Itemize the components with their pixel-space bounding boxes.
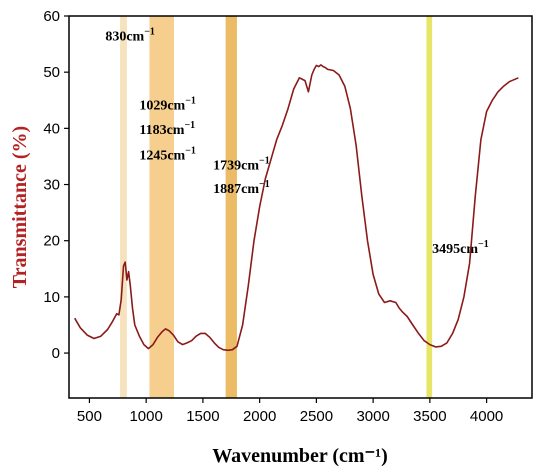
band-label-base-0: 830cm bbox=[105, 30, 144, 45]
x-tick-label-0: 500 bbox=[77, 408, 102, 425]
band-label-0: 830cm−1 bbox=[105, 27, 155, 45]
x-tick-label-5: 3000 bbox=[356, 408, 389, 425]
band-label-5: 1887cm−1 bbox=[213, 179, 270, 197]
band-label-4: 1739cm−1 bbox=[213, 155, 270, 173]
x-tick-label-7: 4000 bbox=[470, 408, 503, 425]
band-label-sup-1: −1 bbox=[185, 95, 196, 106]
band-label-base-1: 1029cm bbox=[139, 98, 185, 113]
band-label-2: 1183cm−1 bbox=[139, 120, 195, 138]
y-tick-label-2: 20 bbox=[43, 233, 60, 250]
y-tick-label-6: 60 bbox=[43, 8, 60, 25]
transmittance-line bbox=[74, 64, 519, 352]
band-0 bbox=[120, 16, 127, 398]
band-label-sup-0: −1 bbox=[144, 27, 155, 38]
band-label-6: 3495cm−1 bbox=[432, 239, 489, 257]
axis-ticks: 500 1000 1500 2000 2500 3000 3500 4000 0 10 20 30 40… bbox=[43, 8, 503, 425]
y-tick-label-4: 40 bbox=[43, 120, 60, 137]
x-tick-label-1: 1000 bbox=[129, 408, 162, 425]
band-label-sup-4: −1 bbox=[259, 155, 270, 166]
y-axis-title: Transmittance (%) bbox=[9, 126, 31, 288]
band-label-sup-2: −1 bbox=[184, 120, 195, 131]
band-annotations: 830cm−11029cm−11183cm−11245cm−11739cm−11… bbox=[105, 27, 488, 257]
y-tick-label-1: 10 bbox=[43, 289, 60, 306]
band-label-3: 1245cm−1 bbox=[139, 145, 196, 163]
band-label-base-4: 1739cm bbox=[213, 158, 259, 173]
x-tick-label-2: 1500 bbox=[186, 408, 219, 425]
x-axis-title: Wavenumber (cm⁻¹) bbox=[212, 445, 388, 467]
x-tick-label-3: 2000 bbox=[243, 408, 276, 425]
y-tick-label-5: 50 bbox=[43, 64, 60, 81]
band-label-sup-3: −1 bbox=[185, 145, 196, 156]
band-1 bbox=[149, 16, 174, 398]
band-2 bbox=[225, 16, 237, 398]
x-tick-label-4: 2500 bbox=[300, 408, 333, 425]
band-label-sup-6: −1 bbox=[478, 239, 489, 250]
band-label-base-5: 1887cm bbox=[213, 182, 259, 197]
band-label-base-6: 3495cm bbox=[432, 242, 478, 257]
plot-frame bbox=[68, 15, 533, 399]
band-label-1: 1029cm−1 bbox=[139, 95, 196, 113]
band-label-base-3: 1245cm bbox=[139, 148, 185, 163]
absorption-bands bbox=[120, 16, 433, 398]
y-tick-label-3: 30 bbox=[43, 177, 60, 194]
y-tick-label-0: 0 bbox=[52, 345, 60, 362]
band-label-base-2: 1183cm bbox=[139, 123, 184, 138]
band-3 bbox=[426, 16, 433, 398]
x-tick-label-6: 3500 bbox=[413, 408, 446, 425]
